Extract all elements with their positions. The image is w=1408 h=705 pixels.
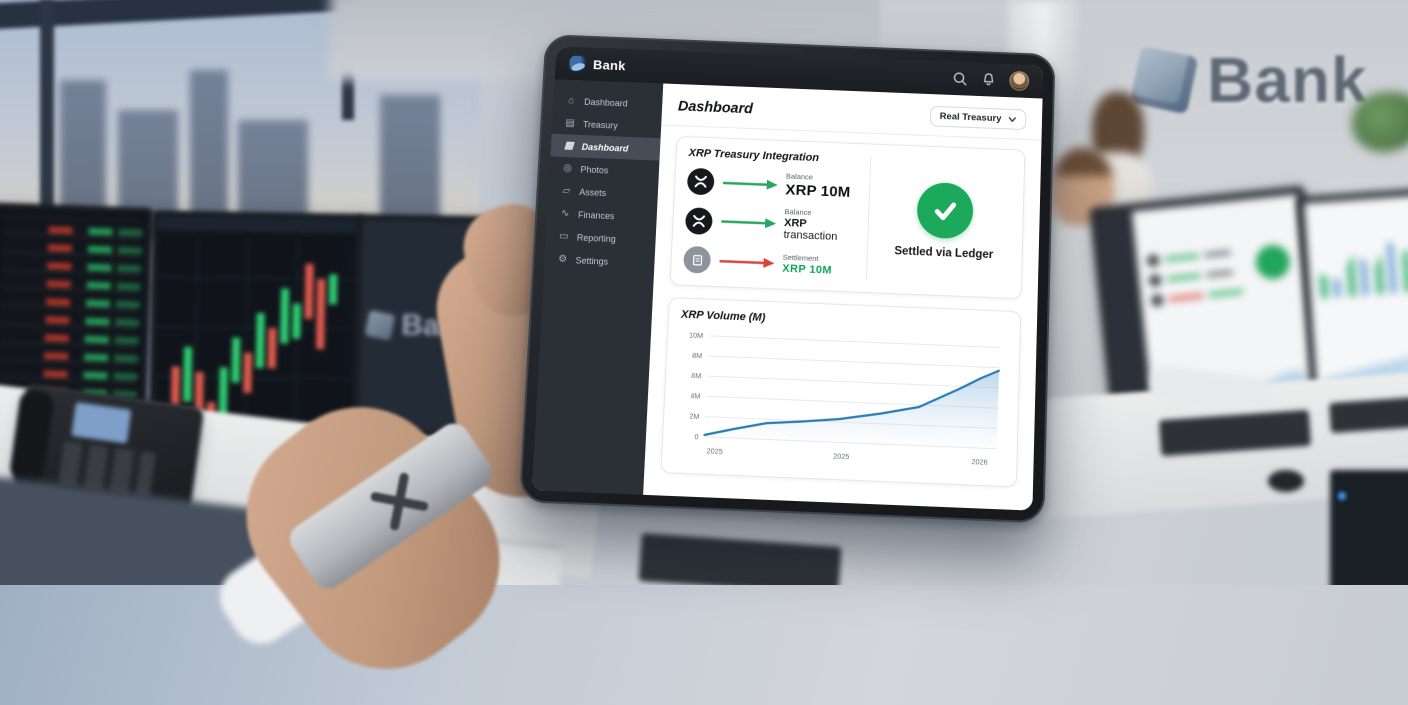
- dashboard-icon: ▦: [563, 140, 575, 151]
- bank-app-logo-icon: [569, 55, 587, 72]
- app-brand: Bank: [593, 57, 626, 73]
- svg-text:2M: 2M: [689, 411, 699, 421]
- reporting-icon: ▭: [558, 231, 571, 242]
- green-arrow-icon: [721, 176, 779, 190]
- tablet-screen: Bank ⌂Dashboard ▤Treasury ▦Dashboard ◎Ph…: [532, 46, 1044, 510]
- settings-icon: ⚙: [556, 254, 569, 265]
- xrp-coin-icon: [687, 168, 715, 196]
- phone-screen: [71, 402, 131, 443]
- sidebar-item-settings[interactable]: ⚙Settings: [544, 247, 655, 274]
- search-icon[interactable]: [952, 71, 968, 87]
- office-plant: [1352, 92, 1408, 152]
- svg-text:2026: 2026: [971, 457, 987, 467]
- keyboard: [639, 533, 842, 585]
- xrp-coin-icon: [685, 207, 713, 235]
- green-arrow-icon: [719, 215, 777, 229]
- integration-row-settlement: Settlement XRP 10M: [683, 246, 857, 280]
- card-title: XRP Treasury Integration: [688, 147, 860, 166]
- settlement-status: Settled via Ledger: [877, 155, 1012, 288]
- integration-row-transaction: Balance XRP transaction: [685, 203, 859, 244]
- bank-logo-mark: [365, 310, 395, 340]
- xrp-volume-card: XRP Volume (M) 10M8M6M4M2M0202520252026: [660, 297, 1021, 487]
- window-mullion: [40, 0, 54, 230]
- mini-check-circle: [1254, 243, 1291, 280]
- svg-text:0: 0: [694, 432, 698, 442]
- xrp-volume-chart: 10M 8M 6M 4M 2M 0 2025 2025 2026: [674, 325, 1008, 482]
- svg-text:10M: 10M: [689, 330, 703, 340]
- pc-power-led: [1338, 492, 1346, 500]
- assets-icon: ▱: [560, 185, 573, 196]
- bank-logo-text: Bank: [1207, 43, 1368, 117]
- tablet-device: Bank ⌂Dashboard ▤Treasury ▦Dashboard ◎Ph…: [519, 34, 1056, 523]
- user-avatar[interactable]: [1009, 71, 1029, 91]
- ledger-icon: [683, 246, 711, 274]
- status-label: Settled via Ledger: [894, 245, 993, 261]
- svg-text:2025: 2025: [833, 451, 849, 461]
- pc-tower: [1330, 470, 1408, 585]
- vertical-divider: [866, 156, 871, 280]
- home-icon: ⌂: [565, 95, 577, 106]
- xrp-integration-card: XRP Treasury Integration Balance XRP 10M: [669, 136, 1025, 299]
- svg-text:8M: 8M: [692, 351, 702, 361]
- svg-text:4M: 4M: [690, 391, 700, 401]
- treasury-icon: ▤: [564, 118, 576, 129]
- bell-icon[interactable]: [981, 72, 997, 88]
- bank-logo-mark: [1130, 46, 1199, 115]
- integration-row-balance: Balance XRP 10M: [687, 168, 860, 201]
- svg-text:6M: 6M: [691, 371, 701, 381]
- photos-icon: ◎: [561, 163, 573, 174]
- sidebar: ⌂Dashboard ▤Treasury ▦Dashboard ◎Photos …: [532, 79, 664, 495]
- chevron-down-icon: [1008, 116, 1016, 122]
- svg-text:2025: 2025: [706, 446, 723, 456]
- keyboard: [1329, 397, 1408, 433]
- red-arrow-icon: [717, 255, 775, 269]
- main-content: Dashboard Real Treasury XRP Treasury Int…: [643, 83, 1042, 510]
- page-title: Dashboard: [678, 98, 754, 117]
- check-circle-icon: [916, 182, 973, 240]
- finances-icon: ∿: [559, 208, 572, 219]
- mouse: [1268, 470, 1304, 492]
- mini-bar-chart: [1316, 222, 1408, 299]
- treasury-selector-dropdown[interactable]: Real Treasury: [930, 106, 1027, 130]
